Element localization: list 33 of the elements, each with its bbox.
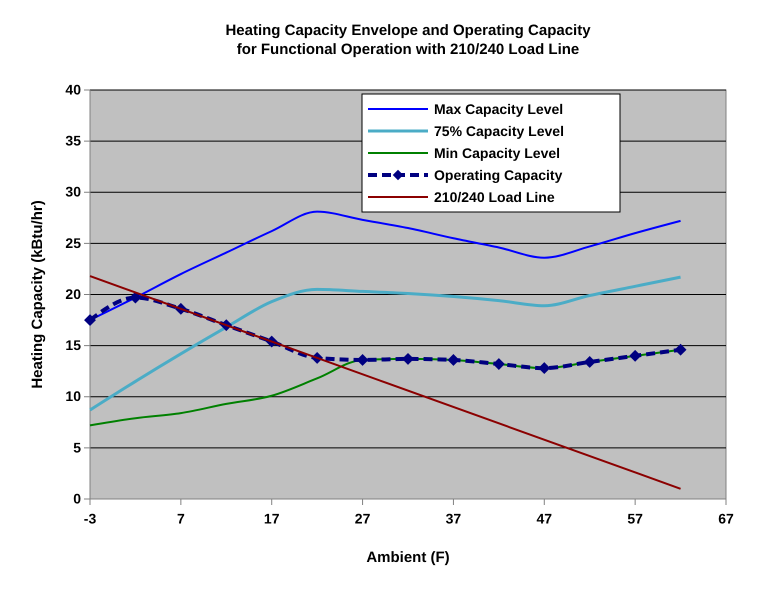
y-tick-label: 15	[65, 337, 82, 354]
x-axis-title: Ambient (F)	[366, 549, 450, 566]
y-tick-label: 10	[65, 388, 82, 404]
point	[84, 314, 96, 326]
y-tick-label: 30	[65, 184, 82, 200]
y-tick-label: 0	[73, 490, 82, 506]
y-axis-title: Heating Capacity (kBtu/hr)	[29, 200, 46, 389]
x-tick-label: -3	[84, 510, 96, 526]
point	[629, 350, 642, 362]
y-tick-label: 35	[65, 132, 82, 149]
x-tick-label: 47	[536, 510, 552, 526]
x-tick-label: 7	[176, 510, 185, 526]
legend-label: 75% Capacity Level	[434, 123, 564, 139]
x-tick-label: 27	[354, 510, 371, 526]
y-tick-label: 5	[73, 439, 82, 456]
y-tick-label: 25	[65, 234, 82, 251]
y-tick-label: 40	[65, 81, 82, 98]
point	[584, 356, 596, 368]
legend-label: Min Capacity Level	[434, 145, 560, 161]
point	[402, 352, 414, 365]
line-series	[88, 276, 682, 412]
point	[674, 344, 687, 356]
legend-label: Max Capacity Level	[434, 101, 564, 117]
legend-label: 210/240 Load Line	[434, 189, 555, 205]
x-tick-label: 67	[718, 510, 734, 526]
x-tick-label: 37	[446, 510, 462, 526]
chart-title: Heating Capacity Envelope and Operating Capacity for Functional Operation with 210/240 Load Line	[225, 22, 592, 58]
point	[447, 354, 460, 366]
y-tick-label: 20	[65, 286, 82, 302]
legend-label: Operating Capacity	[434, 167, 563, 183]
point	[492, 358, 505, 370]
x-tick-label: 57	[627, 510, 644, 526]
x-tick-label: 17	[264, 510, 280, 526]
